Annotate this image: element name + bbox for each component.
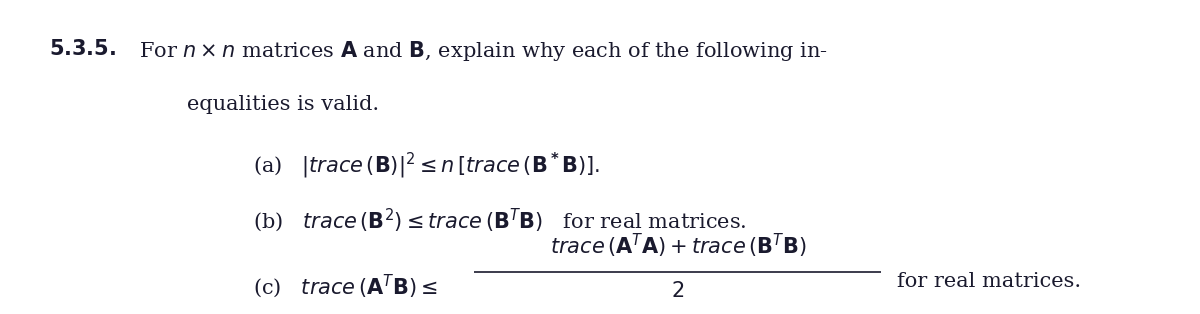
Text: (a)   $|{\it trace}\,(\mathbf{B})|^2 \leq n\,[{\it trace}\,(\mathbf{B^*B})].$: (a) $|{\it trace}\,(\mathbf{B})|^2 \leq … [253, 151, 600, 181]
Text: (c)   ${\it trace}\,(\mathbf{A}^T\mathbf{B}) \leq$: (c) ${\it trace}\,(\mathbf{A}^T\mathbf{B… [253, 272, 437, 300]
Text: $\mathbf{5.3.5.}$: $\mathbf{5.3.5.}$ [49, 39, 116, 59]
Text: equalities is valid.: equalities is valid. [187, 95, 379, 114]
Text: ${\it trace}\,(\mathbf{A}^T\mathbf{A}) + {\it trace}\,(\mathbf{B}^T\mathbf{B})$: ${\it trace}\,(\mathbf{A}^T\mathbf{A}) +… [550, 231, 806, 260]
Text: For $n \times n$ matrices $\mathbf{A}$ and $\mathbf{B}$, explain why each of the: For $n \times n$ matrices $\mathbf{A}$ a… [139, 39, 828, 63]
Text: $2$: $2$ [671, 281, 684, 301]
Text: for real matrices.: for real matrices. [896, 272, 1081, 291]
Text: (b)   ${\it trace}\,(\mathbf{B}^2) \leq {\it trace}\,(\mathbf{B}^T\mathbf{B})$  : (b) ${\it trace}\,(\mathbf{B}^2) \leq {\… [253, 207, 746, 235]
